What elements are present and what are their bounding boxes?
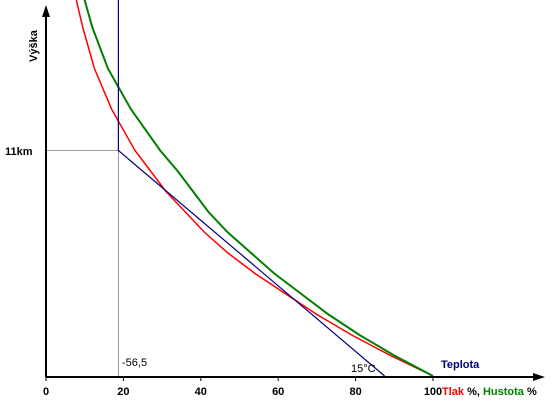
series-tlak-line bbox=[75, 0, 434, 377]
x-tick-label: 100 bbox=[424, 386, 442, 398]
x-tick-label: 80 bbox=[349, 386, 361, 398]
x-tick-label: 20 bbox=[117, 386, 129, 398]
legend-percent-1: %, bbox=[464, 386, 483, 398]
x-tick-labels: 0 20 40 60 80 100 bbox=[43, 377, 442, 398]
legend-percent-2: % bbox=[524, 386, 537, 398]
y-marker-label-11km: 11km bbox=[5, 146, 33, 158]
x-tick-label: 60 bbox=[272, 386, 284, 398]
min-temp-label: -56,5 bbox=[122, 357, 147, 369]
legend-hustota: Hustota bbox=[483, 386, 525, 398]
y-axis-label: Výška bbox=[28, 29, 40, 62]
series-teplota-line bbox=[117, 0, 385, 377]
y-axis-arrow bbox=[42, 5, 50, 17]
legend-teplota: Teplota bbox=[441, 359, 480, 371]
x-axis-arrow bbox=[533, 373, 545, 381]
x-tick-label: 40 bbox=[195, 386, 207, 398]
legend-tlak-hustota: Tlak %, Hustota % bbox=[442, 386, 537, 398]
x-tick-label: 0 bbox=[43, 386, 49, 398]
surface-temp-label: 15°C bbox=[351, 363, 376, 375]
series-hustota-line bbox=[83, 0, 434, 377]
legend-tlak: Tlak bbox=[442, 386, 465, 398]
